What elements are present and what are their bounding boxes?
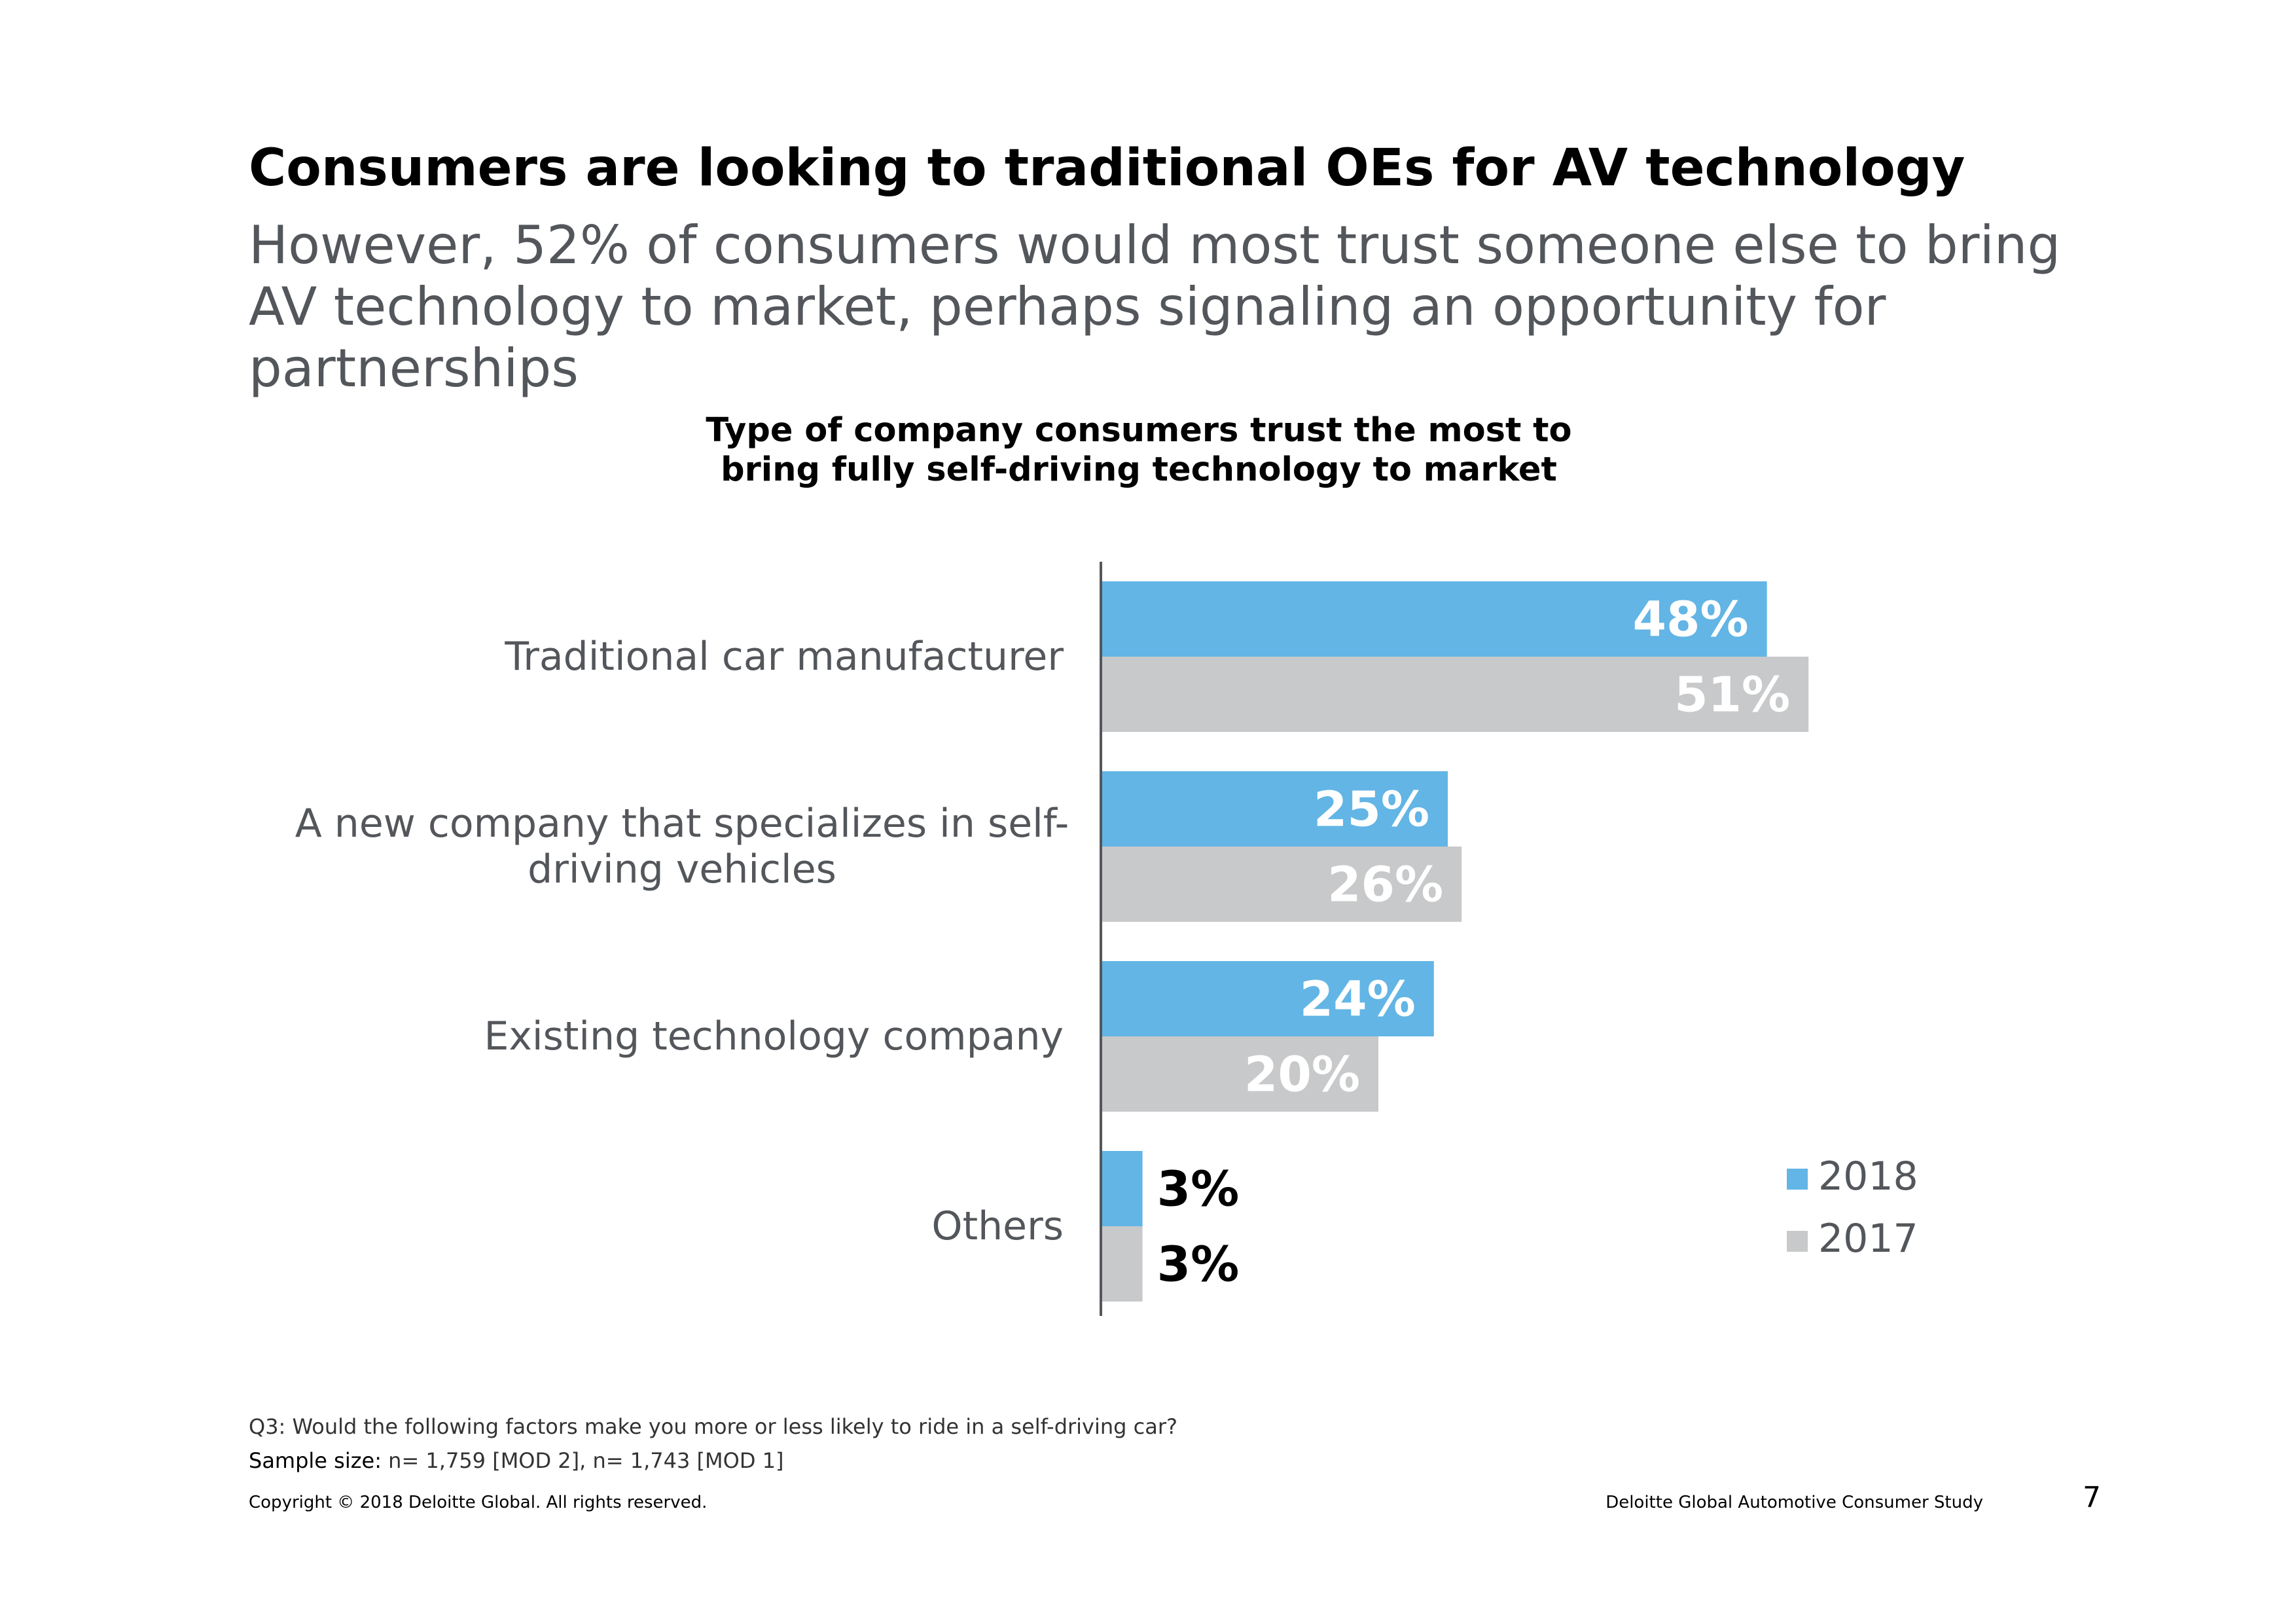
data-label-2017-1: 51% xyxy=(1674,667,1790,723)
bar-2018-1 xyxy=(1101,581,1767,657)
chart-title: Type of company consumers trust the most… xyxy=(589,411,1689,490)
legend-swatch-2018 xyxy=(1787,1169,1808,1190)
slide-subtitle: However, 52% of consumers would most tru… xyxy=(249,215,2061,399)
bar-chart: 48% 51% Traditional car manufacturer 25% 26%… xyxy=(295,562,1918,1316)
sample-size-label: Sample size: xyxy=(249,1448,382,1473)
copyright: Copyright © 2018 Deloitte Global. All ri… xyxy=(249,1493,708,1512)
legend-label-2018: 2018 xyxy=(1818,1154,1918,1199)
data-label-2017-3: 20% xyxy=(1244,1047,1360,1103)
category-label-1: Traditional car manufacturer xyxy=(504,634,1064,680)
data-label-2018-3: 24% xyxy=(1300,972,1416,1028)
legend-swatch-2017 xyxy=(1787,1231,1808,1252)
chart-title-line-2: bring fully self-driving technology to m… xyxy=(721,450,1557,489)
study-name: Deloitte Global Automotive Consumer Stud… xyxy=(1605,1493,1983,1512)
data-label-2017-4: 3% xyxy=(1157,1237,1240,1293)
category-label-3: Existing technology company xyxy=(484,1013,1064,1059)
category-label-2-line-1: A new company that specializes in self- xyxy=(295,801,1069,847)
bar-2017-4 xyxy=(1101,1226,1143,1302)
bar-2017-2 xyxy=(1101,847,1462,922)
bar-2017-1 xyxy=(1101,657,1809,732)
category-label-2-line-2: driving vehicles xyxy=(528,847,836,892)
bar-2018-2 xyxy=(1101,771,1448,847)
data-label-2018-4: 3% xyxy=(1157,1161,1240,1218)
question-footnote: Q3: Would the following factors make you… xyxy=(249,1414,1177,1439)
data-label-2017-2: 26% xyxy=(1327,857,1443,913)
bar-2018-4 xyxy=(1101,1151,1143,1226)
sample-size-footnote: Sample size: n= 1,759 [MOD 2], n= 1,743 … xyxy=(249,1448,783,1473)
data-label-2018-2: 25% xyxy=(1314,782,1429,838)
category-label-4: Others xyxy=(931,1203,1064,1249)
data-label-2018-1: 48% xyxy=(1632,592,1748,648)
chart-title-line-1: Type of company consumers trust the most… xyxy=(706,411,1572,450)
sample-size-value: n= 1,759 [MOD 2], n= 1,743 [MOD 1] xyxy=(381,1448,784,1473)
bar-2018-3 xyxy=(1101,961,1434,1036)
bar-2017-3 xyxy=(1101,1036,1378,1112)
legend-label-2017: 2017 xyxy=(1818,1216,1918,1262)
page-number: 7 xyxy=(2083,1481,2101,1514)
slide-title: Consumers are looking to traditional OEs… xyxy=(249,139,1965,198)
